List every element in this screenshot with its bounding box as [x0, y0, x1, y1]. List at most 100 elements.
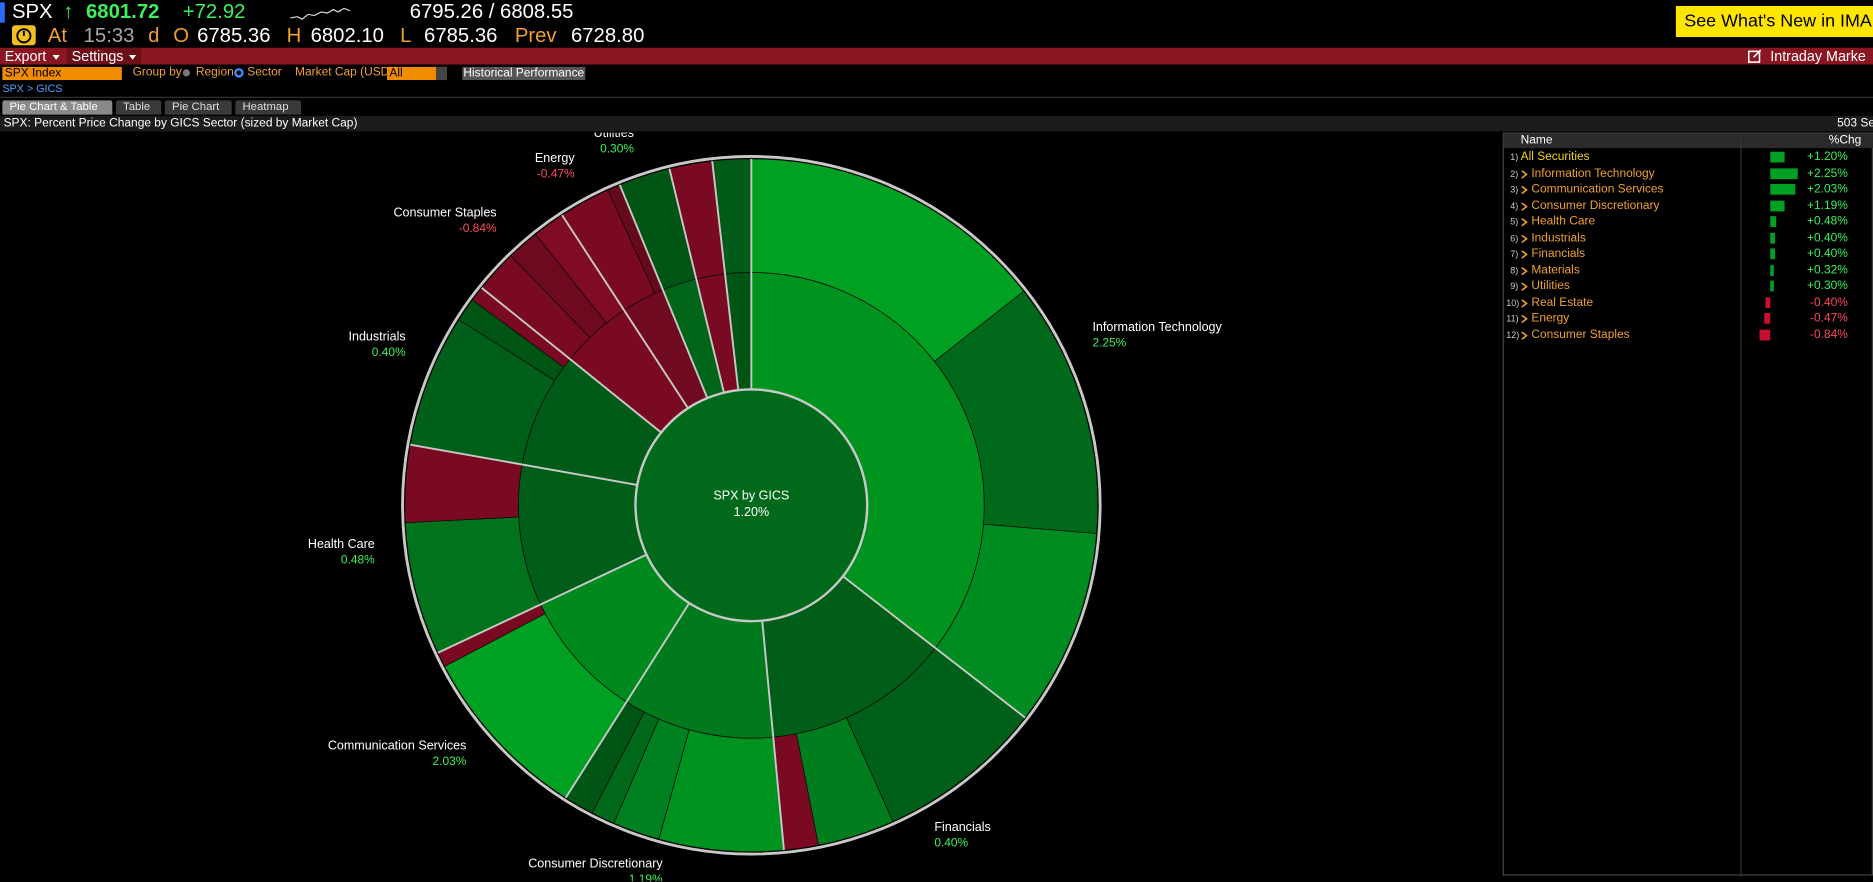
security-count: 503 Se [1837, 117, 1873, 131]
region-radio[interactable] [182, 69, 190, 77]
export-menu[interactable]: Export [2, 48, 61, 65]
sector-label: Information Technology [1092, 320, 1222, 334]
table-row[interactable]: 11) Energy -0.47% [1504, 311, 1862, 327]
sector-label: Financials [934, 820, 990, 834]
sector-label: Consumer Staples [393, 205, 496, 219]
table-row[interactable]: 6) Industrials +0.40% [1504, 230, 1862, 246]
row-number: 4) [1510, 200, 1519, 211]
ticker-stripe [0, 2, 5, 23]
row-name: Utilities [1531, 279, 1570, 293]
sector-change: 2.03% [433, 754, 467, 768]
table-row[interactable]: 1) All Securities +1.20% [1504, 149, 1862, 165]
center-disc [634, 388, 869, 623]
sector-label: Energy [535, 151, 575, 165]
sector-change: 1.19% [629, 872, 663, 882]
row-number: 10) [1506, 296, 1520, 308]
table-row[interactable]: 5) Health Care +0.48% [1504, 214, 1862, 230]
sector-boundary [711, 160, 740, 391]
table-row[interactable]: 8) Materials +0.32% [1504, 262, 1862, 278]
row-name: Consumer Discretionary [1531, 198, 1660, 213]
table-row[interactable]: 4) Consumer Discretionary +1.19% [1504, 198, 1862, 214]
change-bar [1770, 264, 1775, 276]
row-change: +1.19% [1807, 198, 1848, 213]
table-row[interactable]: 9) Utilities +0.30% [1504, 278, 1862, 294]
sector-boundary [481, 287, 662, 434]
chevron [1521, 282, 1528, 291]
change-bar [1770, 183, 1796, 195]
column-divider [1740, 133, 1742, 877]
row-name: Consumer Staples [1531, 327, 1630, 342]
table-row[interactable]: 3) Communication Services +2.03% [1504, 182, 1862, 198]
chevron [1521, 217, 1528, 227]
row-name: Industrials [1531, 231, 1586, 245]
chevron [1521, 298, 1528, 308]
group-by-label: Group by [132, 65, 182, 79]
open: 6785.36 [197, 23, 271, 47]
sector-boundary [561, 214, 689, 409]
sector-boundary [437, 553, 647, 654]
row-change: +2.25% [1807, 166, 1848, 180]
panel-title-bar [0, 115, 1873, 132]
expand-chevron [1521, 234, 1528, 243]
row-number: 2) [1510, 167, 1519, 179]
security-input[interactable]: SPX Index [2, 66, 122, 81]
tab[interactable]: Table [115, 100, 162, 115]
breadcrumb[interactable]: SPX > GICS [2, 82, 63, 95]
expand-chevron [1521, 201, 1528, 211]
settings-label: Settings [71, 47, 124, 65]
intraday-link[interactable]: Intraday Marke [1770, 47, 1866, 65]
sector-boundary [668, 168, 725, 393]
market-cap-dropdown[interactable]: All [387, 66, 447, 81]
sector-change: 0.40% [934, 836, 968, 850]
change-bar [1770, 167, 1798, 179]
tab[interactable]: Pie Chart [164, 100, 232, 115]
row-change: +2.03% [1807, 182, 1848, 196]
table-header [1503, 133, 1873, 149]
chevron [1521, 330, 1528, 340]
ticker: SPX [11, 0, 53, 23]
row-change: +0.30% [1807, 279, 1848, 293]
row-number: 7) [1510, 248, 1519, 260]
change-bar [1770, 280, 1774, 292]
sector-radio[interactable] [234, 68, 244, 78]
open-label: O [173, 23, 190, 47]
change-bar [1770, 216, 1777, 227]
tab[interactable]: Pie Chart & Table [2, 100, 113, 115]
sector-table: Name %Chg 1) All Securities +1.20% 2) Inform… [1502, 132, 1873, 877]
row-number: 9) [1510, 280, 1519, 292]
row-change: -0.40% [1810, 295, 1848, 309]
row-number: 8) [1510, 264, 1519, 276]
table-row[interactable]: 12) Consumer Staples -0.84% [1504, 327, 1862, 343]
net-change: +72.92 [182, 0, 246, 23]
table-row[interactable]: 7) Financials +0.40% [1504, 246, 1862, 262]
historical-button[interactable]: Historical Performance [462, 66, 586, 81]
promo-button[interactable]: See What's New in IMAP [1675, 5, 1873, 38]
chevron [1521, 169, 1528, 179]
row-name: Financials [1531, 247, 1586, 261]
sector-change: 0.40% [372, 345, 406, 359]
sector-boundary [564, 602, 691, 799]
header-name: Name [1520, 133, 1553, 147]
row-number: 3) [1510, 183, 1519, 195]
row-number: 6) [1510, 232, 1519, 244]
expand-chevron [1521, 250, 1528, 259]
chevron [1521, 266, 1528, 275]
outer-ring [401, 155, 1102, 856]
sector-label: Utilities [594, 133, 634, 140]
sector-label: Sector [247, 65, 282, 79]
chevron [1521, 201, 1528, 211]
change-bar [1764, 312, 1771, 324]
settings-menu[interactable]: Settings [66, 47, 142, 65]
expand-chevron [1521, 314, 1528, 324]
high: 6802.10 [310, 23, 384, 47]
table-row[interactable]: 10) Real Estate -0.40% [1504, 294, 1862, 310]
sector-boundary [410, 443, 638, 486]
tab[interactable]: Heatmap [235, 100, 302, 115]
clock-icon [11, 25, 36, 46]
at-label: At [47, 23, 67, 47]
table-row[interactable]: 2) Information Technology +2.25% [1504, 165, 1862, 181]
sector-boundary [618, 184, 709, 399]
change-bar [1770, 200, 1785, 211]
export-label: Export [4, 47, 47, 65]
expand-chevron [1521, 217, 1528, 227]
